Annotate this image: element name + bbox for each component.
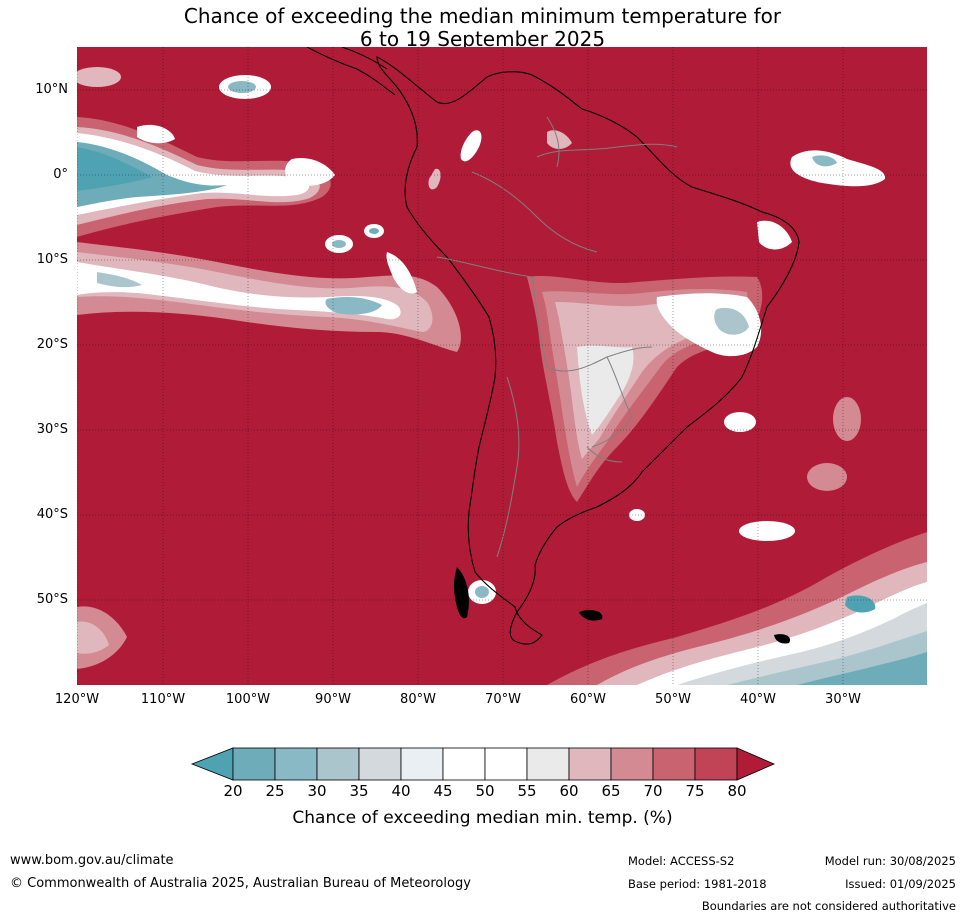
- andes-streak: [428, 130, 572, 190]
- lat-label-50s: 50°S: [36, 592, 68, 607]
- colorbar-bin-20-25: [232, 747, 276, 781]
- islands: [453, 567, 791, 644]
- colorbar-bin-65-70: [610, 747, 654, 781]
- lon-label-30w: 30°W: [825, 692, 861, 707]
- colorbar-tick-35: 35: [349, 782, 369, 800]
- colorbar-bin-55-60: [526, 747, 570, 781]
- chart-title-line2: 6 to 19 September 2025: [359, 27, 606, 51]
- colorbar-tick-80: 80: [727, 782, 747, 800]
- lon-label-90w: 90°W: [315, 692, 351, 707]
- colorbar-bin-45-50: [442, 747, 486, 781]
- colorbar-tick-45: 45: [433, 782, 453, 800]
- colorbar-tick-20: 20: [223, 782, 243, 800]
- lat-label-10n: 10°N: [35, 82, 68, 97]
- colorbar-tick-70: 70: [643, 782, 663, 800]
- lat-label-0: 0°: [53, 167, 68, 182]
- colorbar-bin-60-65: [568, 747, 612, 781]
- pacific-cool-anomaly: [77, 117, 335, 237]
- colorbar-bin-40-45: [400, 747, 444, 781]
- lon-label-120w: 120°W: [54, 692, 100, 707]
- country-borders: [436, 116, 678, 558]
- lat-label-10s: 10°S: [36, 252, 68, 267]
- colorbar-bin-50-55: [484, 747, 528, 781]
- lon-label-100w: 100°W: [225, 692, 271, 707]
- colorbar-tick-75: 75: [685, 782, 705, 800]
- boundaries-disclaimer: Boundaries are not considered authoritat…: [701, 899, 956, 913]
- lon-label-50w: 50°W: [655, 692, 691, 707]
- colorbar-label: Chance of exceeding median min. temp. (%…: [292, 808, 673, 828]
- central-america-coastline: [306, 47, 396, 96]
- lat-label-20s: 20°S: [36, 337, 68, 352]
- colorbar-tick-60: 60: [559, 782, 579, 800]
- colorbar-tick-50: 50: [475, 782, 495, 800]
- lon-label-40w: 40°W: [740, 692, 776, 707]
- south-america-interior: [527, 275, 763, 502]
- issued-date: Issued: 01/09/2025: [845, 877, 956, 891]
- lat-label-40s: 40°S: [36, 507, 68, 522]
- probability-map: [77, 47, 927, 685]
- bom-website-link[interactable]: www.bom.gov.au/climate: [10, 853, 174, 868]
- lon-label-70w: 70°W: [485, 692, 521, 707]
- base-period: Base period: 1981-2018: [628, 877, 767, 891]
- colorbar-tick-55: 55: [517, 782, 537, 800]
- colorbar-bin-25-30: [274, 747, 318, 781]
- graticule: [77, 47, 927, 685]
- model-run-date: Model run: 30/08/2025: [824, 854, 956, 868]
- colorbar-bin-30-35: [316, 747, 360, 781]
- copyright-notice: © Commonwealth of Australia 2025, Austra…: [10, 876, 471, 891]
- colorbar: [190, 747, 776, 781]
- map-canvas: [77, 47, 927, 685]
- colorbar-tick-65: 65: [601, 782, 621, 800]
- colorbar-bin-35-40: [358, 747, 402, 781]
- chart-title-line1: Chance of exceeding the median minimum t…: [183, 4, 782, 28]
- colorbar-bin-70-75: [652, 747, 696, 781]
- pacific-patches: [77, 67, 384, 253]
- lat-label-30s: 30°S: [36, 422, 68, 437]
- colorbar-tick-30: 30: [307, 782, 327, 800]
- se-pacific-band: [77, 242, 461, 352]
- colorbar-bin-75-80: [694, 747, 738, 781]
- colorbar-under-arrow: [190, 747, 234, 781]
- colorbar-tick-25: 25: [265, 782, 285, 800]
- atlantic-equatorial-patch: [757, 150, 886, 250]
- lon-label-60w: 60°W: [570, 692, 606, 707]
- model-name: Model: ACCESS-S2: [628, 854, 735, 868]
- south-america-coastline: [376, 56, 800, 645]
- lon-label-110w: 110°W: [140, 692, 186, 707]
- colorbar-tick-40: 40: [391, 782, 411, 800]
- colorbar-over-arrow: [736, 747, 776, 781]
- map-background-above-80: [77, 47, 927, 685]
- lon-label-80w: 80°W: [400, 692, 436, 707]
- southern-ocean-cool-anomaly: [77, 532, 927, 685]
